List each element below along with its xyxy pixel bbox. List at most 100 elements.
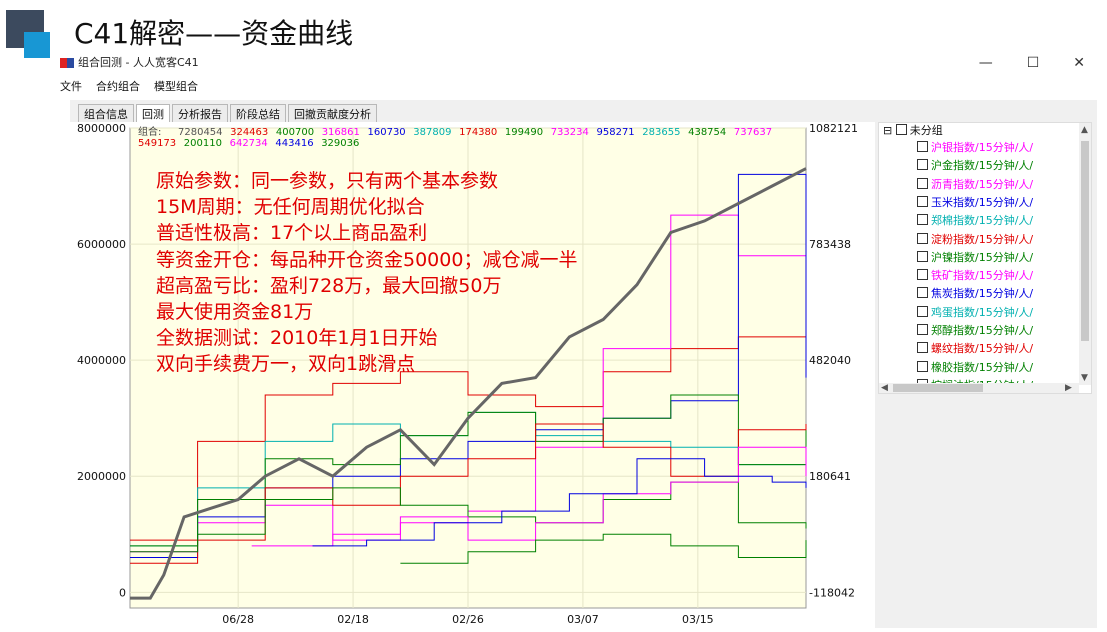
series-line-9 (312, 458, 807, 547)
tab-drawdown-contribution[interactable]: 回撤贡献度分析 (288, 104, 377, 122)
tree-item-checkbox[interactable] (917, 232, 928, 244)
right-axis-tick-label: -118042 (809, 586, 855, 599)
tree-item-label: 铁矿指数/15分钟/人/ (931, 269, 1034, 283)
tree-horizontal-scrollbar[interactable]: ◀ ▶ (879, 383, 1079, 393)
tab-bar: 组合信息 回测 分析报告 阶段总结 回撤贡献度分析 (78, 104, 379, 122)
menu-model-portfolio[interactable]: 模型组合 (154, 80, 198, 93)
left-axis-tick-label: 8000000 (77, 122, 126, 135)
total-equity-line (130, 167, 807, 600)
tree-item[interactable]: 橡胶指数/15分钟/人/ (917, 359, 1033, 377)
tree-item-label: 淀粉指数/15分钟/人/ (931, 232, 1034, 246)
tab-backtest[interactable]: 回测 (136, 104, 170, 122)
tree-item-checkbox[interactable] (917, 177, 928, 189)
scroll-down-icon[interactable]: ▼ (1081, 373, 1088, 383)
left-axis-tick-label: 2000000 (77, 470, 126, 483)
tree-item-checkbox[interactable] (917, 324, 928, 335)
tree-item-checkbox[interactable] (917, 287, 928, 299)
tree-item-checkbox[interactable] (917, 250, 928, 262)
tree-item[interactable]: 螺纹指数/15分钟/人/ (917, 340, 1033, 358)
tree-item[interactable]: 铁矿指数/15分钟/人/ (917, 267, 1033, 285)
minimize-icon[interactable]: — (978, 55, 993, 71)
tree-item[interactable]: 淀粉指数/15分钟/人/ (917, 231, 1033, 249)
right-axis-tick-label: 482040 (809, 354, 851, 367)
legend-entry: 200110 (184, 138, 222, 149)
tree-item-checkbox[interactable] (917, 159, 928, 171)
tree-item-label: 沪金指数/15分钟/人/ (931, 159, 1034, 173)
legend-entry: 737637 (734, 127, 772, 138)
scroll-up-icon[interactable]: ▲ (1081, 125, 1088, 135)
tree-item-label: 沥青指数/15分钟/人/ (931, 177, 1034, 191)
legend-entry: 958271 (597, 127, 635, 138)
tab-analysis-report[interactable]: 分析报告 (172, 104, 228, 122)
tree-collapse-icon[interactable]: ⊟ (883, 124, 893, 137)
legend-entry: 174380 (459, 127, 497, 138)
tree-item-checkbox[interactable] (917, 360, 928, 372)
tree-item[interactable]: 沪金指数/15分钟/人/ (917, 157, 1033, 175)
tree-vertical-scrollbar[interactable]: ▲ ▼ (1079, 123, 1091, 385)
tree-item[interactable]: 沪镍指数/15分钟/人/ (917, 249, 1033, 267)
legend-entry: 733234 (551, 127, 589, 138)
legend-entry: 324463 (230, 127, 268, 138)
overlay-line: 等资金开仓：每品种开仓资金50000；减仓减一半 (156, 248, 578, 271)
legend-entry: 316861 (322, 127, 360, 138)
legend-entry: 400700 (276, 127, 314, 138)
content-panel: 组合信息 回测 分析报告 阶段总结 回撤贡献度分析 8000000 6000000… (70, 100, 1097, 628)
tree-item[interactable]: 沪银指数/15分钟/人/ (917, 139, 1033, 157)
tree-item-checkbox[interactable] (917, 305, 928, 317)
scroll-right-icon[interactable]: ▶ (1065, 383, 1072, 393)
tree-item-checkbox[interactable] (917, 195, 928, 207)
left-axis-tick-label: 6000000 (77, 238, 126, 251)
tree-item-label: 沪银指数/15分钟/人/ (931, 141, 1034, 154)
maximize-icon[interactable]: ☐ (1026, 55, 1040, 71)
tree-item-checkbox[interactable] (917, 342, 928, 354)
tree-item-label: 橡胶指数/15分钟/人/ (931, 360, 1034, 374)
tab-portfolio-info[interactable]: 组合信息 (78, 104, 134, 122)
legend-entry: 438754 (688, 127, 726, 138)
overlay-line: 最大使用资金81万 (156, 301, 314, 324)
legend-entry: 329036 (321, 138, 359, 149)
tree-root-label: 未分组 (909, 124, 943, 137)
window-title: 组合回测 - 人人宽客C41 (78, 56, 199, 69)
legend-entry: 160730 (368, 127, 406, 138)
equity-chart-svg: 8000000 6000000 4000000 2000000 0 1082121 783… (77, 122, 858, 626)
tree-item-label: 焦炭指数/15分钟/人/ (931, 287, 1034, 301)
horizontal-scroll-thumb[interactable] (893, 384, 983, 392)
series-line-8 (251, 446, 807, 547)
legend-label: 组合: (138, 125, 161, 138)
contract-tree: ⊟ 未分组 沪银指数/15分钟/人/沪金指数/15分钟/人/沥青指数/15分钟/… (878, 122, 1092, 394)
tree-item-label: 郑棉指数/15分钟/人/ (931, 214, 1034, 228)
legend-entry: 387809 (413, 127, 451, 138)
tree-item[interactable]: 玉米指数/15分钟/人/ (917, 194, 1033, 212)
tree-root-checkbox[interactable] (895, 124, 907, 135)
tree-item-checkbox[interactable] (917, 214, 928, 226)
tree-item[interactable]: 郑醇指数/15分钟/人/ (917, 322, 1033, 340)
tree-item[interactable]: 沥青指数/15分钟/人/ (917, 176, 1033, 194)
left-axis-tick-label: 0 (119, 586, 126, 599)
tree-item[interactable]: 焦炭指数/15分钟/人/ (917, 285, 1033, 303)
tab-stage-summary[interactable]: 阶段总结 (230, 104, 286, 122)
left-axis-tick-label: 4000000 (77, 354, 126, 367)
vertical-scroll-thumb[interactable] (1081, 141, 1089, 341)
window-controls: — ☐ ✕ (979, 52, 1085, 74)
tree-item-label: 鸡蛋指数/15分钟/人/ (931, 305, 1034, 319)
overlay-line: 超高盈亏比：盈利728万，最大回撤50万 (156, 274, 502, 297)
menu-contract-portfolio[interactable]: 合约组合 (96, 80, 140, 93)
legend-entry: 549173 (138, 138, 176, 149)
equity-chart: 8000000 6000000 4000000 2000000 0 1082121 783… (70, 122, 875, 628)
x-axis-tick-label: 03/15 (682, 613, 714, 626)
overlay-line: 15M周期：无任何周期优化拟合 (156, 196, 425, 219)
tree-item-label: 玉米指数/15分钟/人/ (931, 195, 1034, 209)
tree-item-checkbox[interactable] (917, 141, 928, 152)
tree-item-checkbox[interactable] (917, 269, 928, 281)
menu-file[interactable]: 文件 (60, 80, 82, 93)
tree-item[interactable]: 鸡蛋指数/15分钟/人/ (917, 304, 1033, 322)
overlay-line: 普适性极高：17个以上商品盈利 (156, 222, 428, 245)
tree-item[interactable]: 郑棉指数/15分钟/人/ (917, 212, 1033, 230)
legend-entry: 7280454 (178, 127, 223, 138)
slide-title: C41解密——资金曲线 (74, 17, 354, 50)
legend-entry: 283655 (642, 127, 680, 138)
tree-root[interactable]: ⊟ 未分组 (883, 123, 943, 139)
scroll-left-icon[interactable]: ◀ (881, 383, 888, 393)
close-icon[interactable]: ✕ (1073, 55, 1085, 71)
legend-entry: 642734 (230, 138, 268, 149)
